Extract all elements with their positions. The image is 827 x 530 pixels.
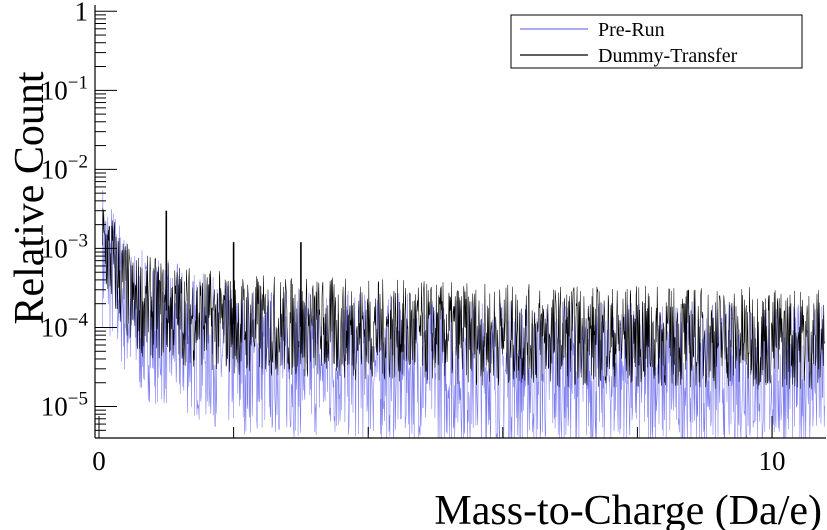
x-tick-label: 0 bbox=[92, 446, 106, 476]
y-tick-label: 10−4 bbox=[41, 309, 89, 342]
legend-label-dummy-transfer: Dummy-Transfer bbox=[598, 45, 738, 67]
y-tick-label: 10−1 bbox=[41, 72, 88, 105]
y-tick-label: 1 bbox=[75, 0, 89, 26]
series-trace-pre-run bbox=[102, 189, 825, 439]
axes-layer: 0102030405060110−110−210−310−410−5 bbox=[41, 0, 826, 476]
y-tick-label: 10−2 bbox=[41, 151, 88, 184]
x-axis-title: Mass-to-Charge (Da/e) bbox=[434, 488, 822, 530]
legend: Pre-Run Dummy-Transfer bbox=[510, 14, 803, 69]
legend-box bbox=[510, 14, 803, 69]
y-tick-label: 10−3 bbox=[41, 230, 88, 263]
legend-label-pre-run: Pre-Run bbox=[598, 19, 665, 41]
x-tick-label: 10 bbox=[759, 446, 786, 476]
series-pre-run bbox=[102, 189, 825, 439]
series-layer bbox=[102, 189, 825, 439]
y-tick-label: 10−5 bbox=[41, 389, 88, 422]
series-dummy-transfer bbox=[102, 208, 825, 390]
y-axis-title: Relative Count bbox=[7, 71, 53, 324]
series-trace-dummy-transfer bbox=[102, 208, 825, 390]
